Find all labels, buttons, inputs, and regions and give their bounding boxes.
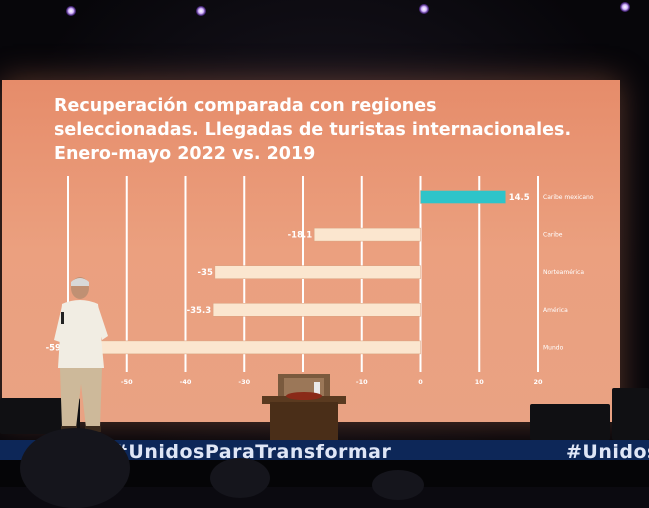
stage-light xyxy=(419,4,429,14)
bar-value-label: -35 xyxy=(198,268,213,278)
audience-head xyxy=(210,458,270,498)
x-tick-label: 10 xyxy=(475,378,485,386)
bar xyxy=(420,190,506,204)
stage-monitor xyxy=(612,388,649,440)
projection-screen: Recuperación comparada con regiones sele… xyxy=(2,80,620,422)
bar xyxy=(71,340,421,355)
stage-light xyxy=(620,2,630,12)
category-label: Caribe mexicano xyxy=(543,194,594,201)
x-tick-label: -50 xyxy=(121,378,133,386)
hashtag-main: #UnidosParaTransformar xyxy=(112,441,392,463)
category-label: Norteamérica xyxy=(543,269,584,276)
bar-value-label: -18.1 xyxy=(288,231,313,241)
category-label: Caribe xyxy=(543,232,563,239)
bar-value-label: 14.5 xyxy=(509,193,530,203)
bar-value-label: -59.3 xyxy=(46,343,71,353)
bar xyxy=(214,265,421,279)
audience-head xyxy=(20,428,130,508)
stage-light xyxy=(196,6,206,16)
audience-head xyxy=(372,470,424,500)
slide-title: Recuperación comparada con regiones sele… xyxy=(54,96,572,164)
bar-value-label: -35.3 xyxy=(187,306,212,316)
category-label: América xyxy=(543,307,568,314)
x-tick-label: 20 xyxy=(533,378,543,386)
x-tick-label: -10 xyxy=(356,378,368,386)
stage-monitor xyxy=(530,404,610,440)
stage-light xyxy=(66,6,76,16)
x-tick-label: -30 xyxy=(238,378,250,386)
bar xyxy=(313,227,421,242)
podium xyxy=(262,374,346,444)
category-label: Mundo xyxy=(543,344,564,351)
bar xyxy=(212,303,421,317)
hashtag-side: #Unidos xyxy=(566,441,649,463)
speaker xyxy=(54,277,108,432)
x-tick-label: -40 xyxy=(180,378,192,386)
x-tick-label: 0 xyxy=(418,378,423,386)
